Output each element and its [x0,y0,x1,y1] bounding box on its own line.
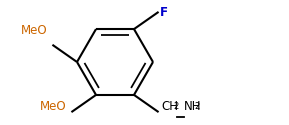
Text: CH: CH [162,100,179,113]
Text: 2: 2 [173,102,178,111]
Text: 2: 2 [194,102,200,111]
Text: MeO: MeO [39,100,66,113]
Text: MeO: MeO [21,24,47,37]
Text: F: F [160,6,168,19]
Text: NH: NH [184,100,201,113]
